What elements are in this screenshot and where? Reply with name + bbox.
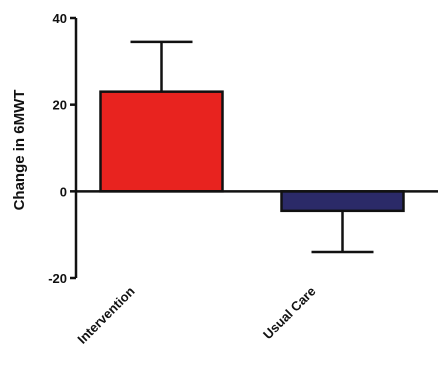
bar-usual-care — [280, 190, 405, 213]
y-axis-title: Change in 6MWT — [11, 90, 28, 211]
plot-area: -20 0 20 40 Intervention Usual Care — [48, 11, 438, 347]
y-tick-label: 20 — [53, 98, 67, 113]
bar-intervention — [99, 90, 224, 193]
y-tick-label: 0 — [60, 184, 67, 199]
x-tick-label: Usual Care — [260, 284, 319, 343]
y-tick-label: -20 — [48, 271, 67, 286]
y-tick-label: 40 — [53, 11, 67, 26]
x-tick-label: Intervention — [74, 283, 137, 346]
